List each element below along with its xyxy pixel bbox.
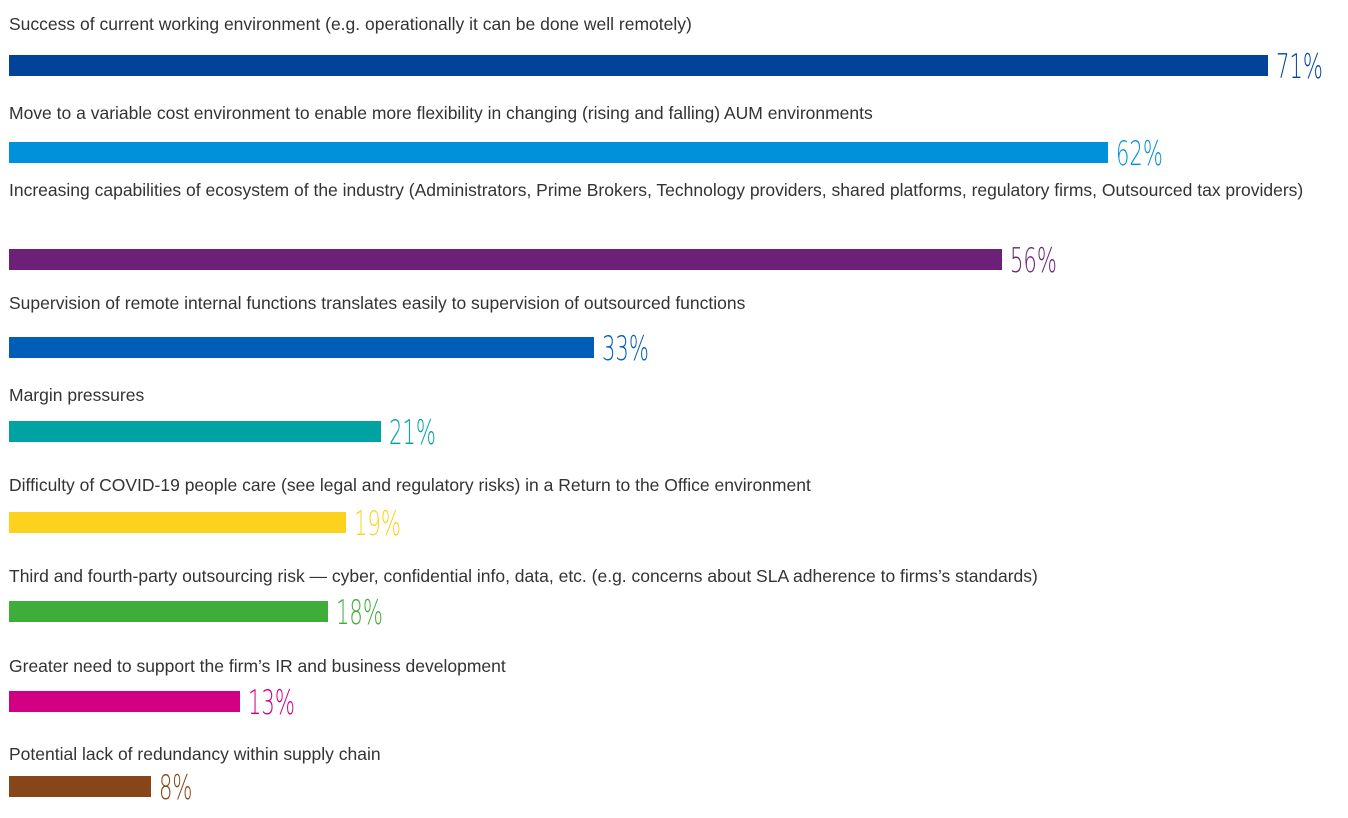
category-label: Margin pressures: [9, 385, 145, 405]
bar: [9, 512, 346, 533]
value-label: 13%: [247, 683, 295, 723]
value-label: 18%: [336, 593, 384, 633]
category-label: Success of current working environment (…: [9, 14, 692, 34]
bar: [9, 249, 1002, 270]
bar: [9, 421, 382, 442]
category-label: Difficulty of COVID-19 people care (see …: [9, 475, 811, 495]
value-label: 56%: [1010, 241, 1057, 281]
bar: [9, 776, 151, 797]
category-label: Third and fourth-party outsourcing risk …: [9, 566, 1038, 586]
bar: [9, 55, 1268, 76]
value-label: 19%: [353, 504, 401, 544]
category-label: Potential lack of redundancy within supp…: [9, 744, 381, 764]
bar: [9, 601, 329, 622]
value-label: 33%: [602, 329, 650, 369]
bar: [9, 691, 240, 712]
category-label: Greater need to support the firm’s IR an…: [9, 656, 506, 676]
bar: [9, 142, 1109, 163]
category-label: Supervision of remote internal functions…: [9, 293, 746, 313]
value-label: 21%: [389, 413, 437, 453]
value-label: 71%: [1276, 47, 1323, 87]
category-label: Increasing capabilities of ecosystem of …: [9, 180, 1304, 200]
value-label: 8%: [158, 768, 193, 808]
value-label: 62%: [1116, 134, 1164, 174]
bar: [9, 337, 595, 358]
category-label: Move to a variable cost environment to e…: [9, 103, 873, 123]
